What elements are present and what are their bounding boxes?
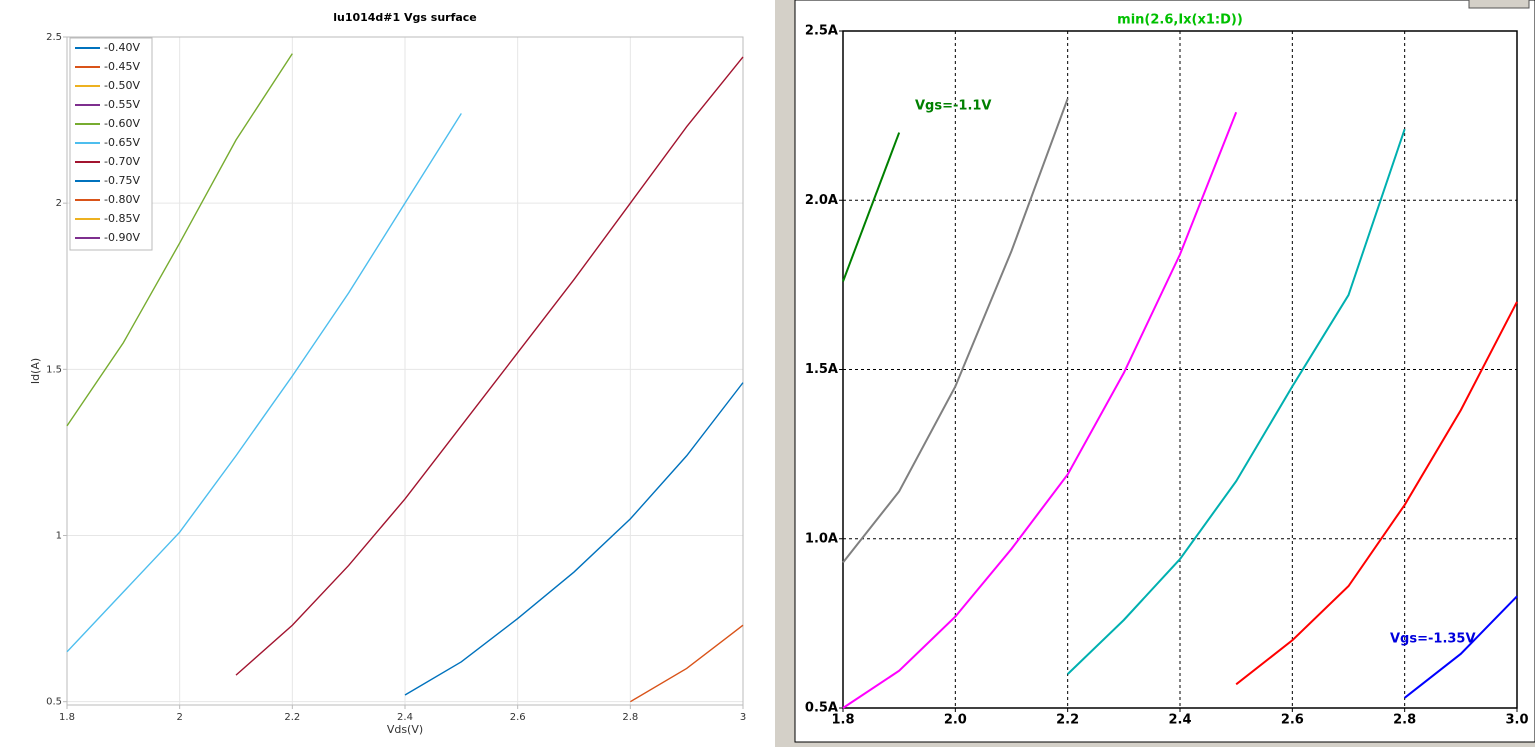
y-tick-label: 2: [56, 198, 62, 209]
annotation: Vgs=-1.1V: [915, 99, 991, 114]
x-tick-label: 2.8: [622, 712, 638, 723]
data-line: [842, 111, 1238, 709]
legend-label: -0.65V: [104, 136, 140, 149]
y-tick-label: 2.0A: [805, 193, 838, 208]
legend-label: -0.45V: [104, 60, 140, 73]
chart-title: lu1014d#1 Vgs surface: [333, 11, 477, 24]
legend-label: -0.90V: [104, 231, 140, 244]
data-line: [842, 132, 901, 282]
data-line: [1235, 301, 1518, 686]
legend-label: -0.50V: [104, 79, 140, 92]
x-tick-label: 3: [740, 712, 746, 723]
data-line: [842, 98, 1069, 564]
x-axis-label: Vds(V): [387, 723, 423, 736]
data-line: [629, 624, 744, 703]
y-tick-label: 1.5: [46, 364, 62, 375]
y-tick-label: 2.5: [46, 32, 62, 43]
x-tick-label: 2.4: [1168, 713, 1191, 728]
x-tick-label: 1.8: [831, 713, 854, 728]
legend-label: -0.40V: [104, 41, 140, 54]
legend-label: -0.70V: [104, 155, 140, 168]
plot-frame: [842, 30, 1518, 709]
y-tick-label: 1: [56, 531, 62, 542]
x-tick-label: 2.6: [510, 712, 526, 723]
y-axis-label: Id(A): [29, 358, 42, 384]
data-line: [66, 53, 293, 427]
y-tick-label: 0.5: [46, 697, 62, 708]
legend-label: -0.75V: [104, 174, 140, 187]
y-tick-label: 1.5A: [805, 362, 838, 377]
x-tick-label: 2.4: [397, 712, 413, 723]
plot-frame: [66, 36, 744, 706]
x-tick-label: 2.2: [284, 712, 300, 723]
legend-label: -0.55V: [104, 98, 140, 111]
y-tick-label: 0.5A: [805, 701, 838, 716]
y-tick-label: 1.0A: [805, 531, 838, 546]
x-tick-label: 2.8: [1393, 713, 1416, 728]
x-tick-label: 2: [176, 712, 182, 723]
window-buttons[interactable]: [1468, 0, 1530, 9]
annotation: Vgs=-1.35V: [1390, 632, 1476, 647]
x-tick-label: 2.0: [944, 713, 967, 728]
data-line: [66, 113, 462, 653]
x-tick-label: 1.8: [59, 712, 75, 723]
x-tick-label: 2.6: [1281, 713, 1304, 728]
y-tick-label: 2.5A: [805, 24, 838, 39]
x-tick-label: 2.2: [1056, 713, 1079, 728]
legend-label: -0.60V: [104, 117, 140, 130]
x-tick-label: 3.0: [1505, 713, 1528, 728]
chart-title: min(2.6,Ix(x1:D)): [1117, 13, 1243, 28]
data-line: [1404, 595, 1518, 699]
legend-label: -0.85V: [104, 212, 140, 225]
legend-label: -0.80V: [104, 193, 140, 206]
data-line: [1066, 128, 1406, 675]
data-line: [404, 382, 744, 696]
data-line: [235, 56, 744, 676]
